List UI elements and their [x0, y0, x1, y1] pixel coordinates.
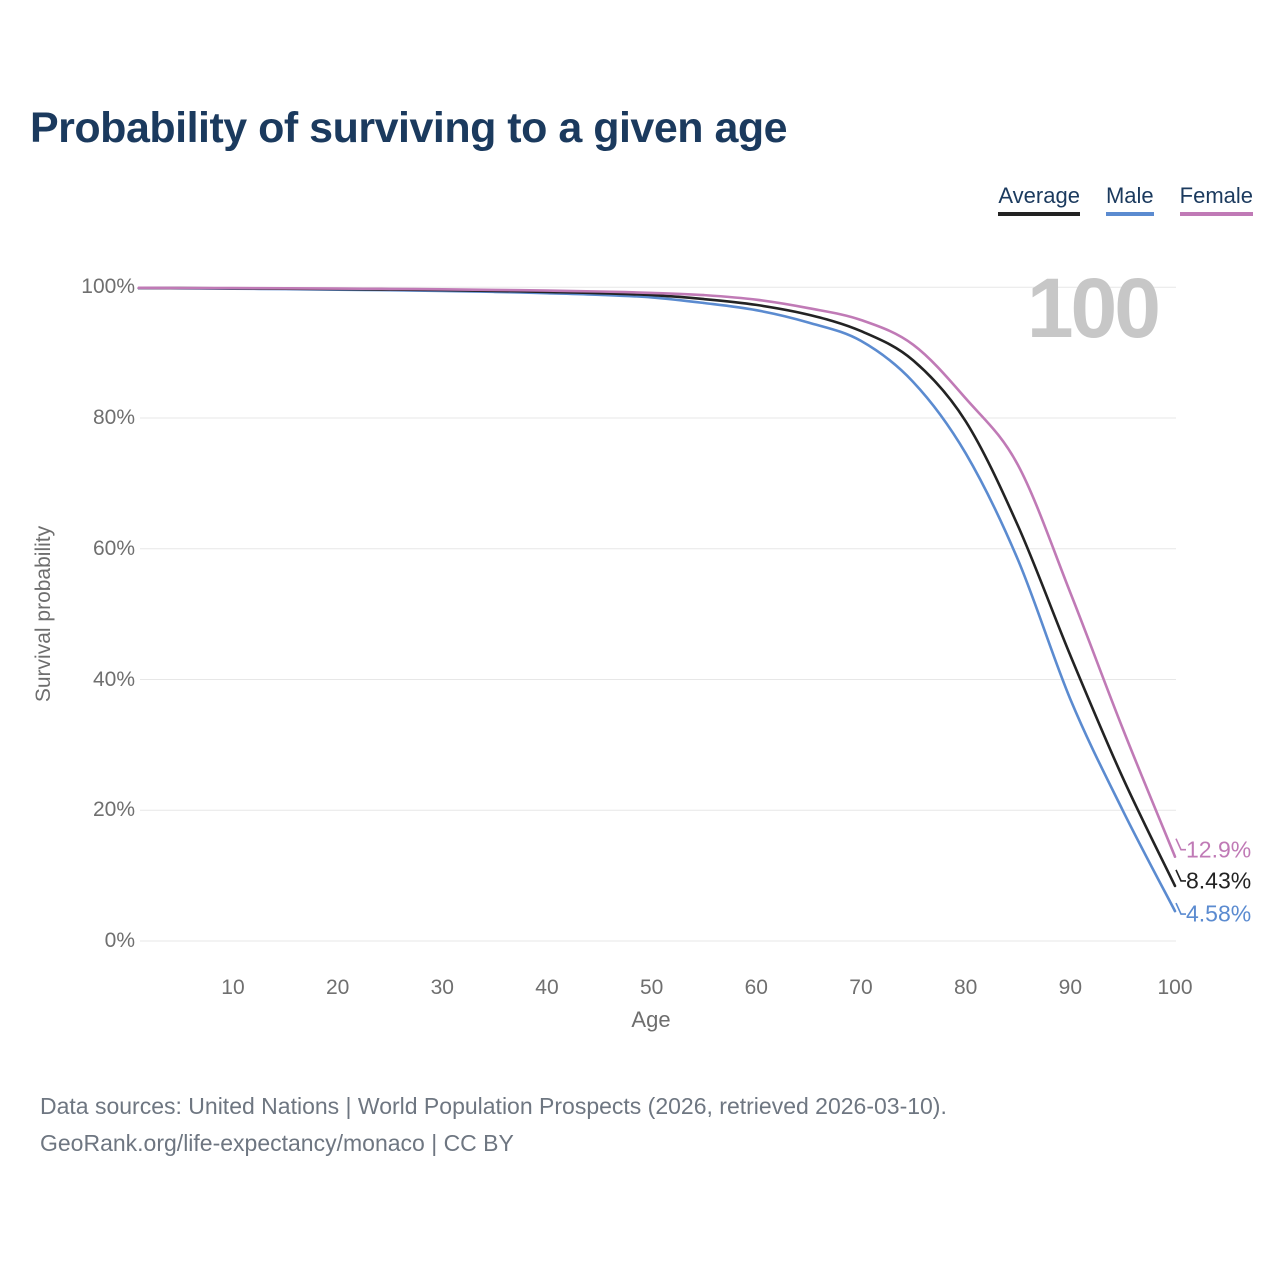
- legend-label: Average: [998, 183, 1080, 208]
- x-tick-label: 70: [849, 976, 873, 999]
- footer-license-line: GeoRank.org/life-expectancy/monaco | CC …: [40, 1130, 514, 1156]
- x-tick-label: 40: [535, 976, 559, 999]
- series-line-average: [137, 286, 1177, 888]
- series-line-female: [137, 286, 1177, 858]
- x-tick-label: 50: [639, 976, 664, 999]
- chart-title: Probability of surviving to a given age: [30, 104, 788, 152]
- end-value-label-average: 8.43%: [1186, 867, 1252, 894]
- y-axis-title: Survival probability: [32, 525, 55, 703]
- legend-item-average[interactable]: Average: [998, 183, 1080, 217]
- x-tick-label: 10: [221, 976, 245, 999]
- end-value-label-female: 12.9%: [1186, 836, 1252, 863]
- y-tick-label: 0%: [104, 929, 135, 952]
- series-line-male: [137, 286, 1177, 913]
- footer-source-line: Data sources: United Nations | World Pop…: [40, 1093, 947, 1119]
- x-tick-label: 20: [325, 976, 350, 999]
- x-tick-label: 100: [1157, 976, 1193, 999]
- x-tick-label: 60: [744, 976, 768, 999]
- x-tick-label: 80: [953, 976, 978, 999]
- legend: Average Male Female: [998, 183, 1253, 217]
- legend-label: Female: [1179, 183, 1253, 208]
- legend-item-female[interactable]: Female: [1179, 183, 1253, 217]
- y-tick-label: 20%: [92, 798, 135, 822]
- y-tick-label: 40%: [92, 667, 135, 691]
- x-tick-label: 90: [1058, 976, 1083, 999]
- end-label-connector: [1175, 869, 1186, 882]
- legend-item-male[interactable]: Male: [1105, 183, 1154, 217]
- x-tick-label: 30: [430, 976, 454, 999]
- x-axis-title: Age: [631, 1007, 671, 1032]
- end-label-connector: [1175, 902, 1186, 915]
- age-watermark: 100: [1026, 261, 1161, 355]
- y-tick-label: 80%: [92, 406, 135, 430]
- end-label-connector: [1175, 838, 1186, 851]
- footer: Data sources: United Nations | World Pop…: [40, 1088, 947, 1162]
- y-tick-label: 60%: [92, 536, 135, 560]
- y-tick-label: 100%: [81, 275, 135, 299]
- end-value-label-male: 4.58%: [1186, 900, 1252, 927]
- legend-label: Male: [1105, 183, 1154, 208]
